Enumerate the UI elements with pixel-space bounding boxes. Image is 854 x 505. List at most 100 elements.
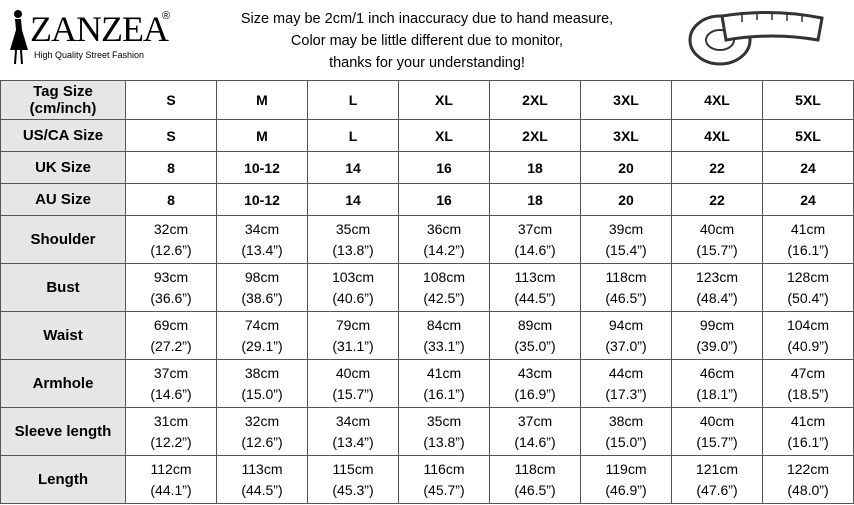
cm-value: 43cm xyxy=(517,364,553,381)
row-label: UK Size xyxy=(0,151,126,184)
measure-cell: 35cm (13.8”) xyxy=(307,215,399,264)
cm-value: 116cm xyxy=(423,460,465,477)
inch-value: (39.0”) xyxy=(696,337,738,354)
measure-cell: 74cm (29.1”) xyxy=(216,311,308,360)
measure-cell: 35cm (13.8”) xyxy=(398,407,490,456)
cm-value: 34cm xyxy=(335,412,371,429)
cm-value: 122cm xyxy=(786,460,830,477)
inch-value: (15.4”) xyxy=(605,241,647,258)
measure-cell: 84cm (33.1”) xyxy=(398,311,490,360)
inch-value: (13.8”) xyxy=(332,241,374,258)
cm-value: 98cm xyxy=(244,268,280,285)
inch-value: (16.1”) xyxy=(787,241,829,258)
size-cell: 4XL xyxy=(671,80,763,120)
size-row: Tag Size (cm/inch) S M L XL 2XL 3XL 4XL 5XL xyxy=(0,80,854,120)
cm-value: 121cm xyxy=(695,460,739,477)
inch-value: (16.1”) xyxy=(787,433,829,450)
measure-cell: 113cm (44.5”) xyxy=(216,455,308,504)
size-cell: 22 xyxy=(671,183,763,216)
inch-value: (14.6”) xyxy=(150,385,192,402)
inch-value: (31.1”) xyxy=(332,337,374,354)
inch-value: (48.0”) xyxy=(787,481,829,498)
measure-row: Length 112cm (44.1”) 113cm (44.5”) 115cm (45.3… xyxy=(0,455,854,504)
size-cell: 10-12 xyxy=(216,183,308,216)
measure-cell: 37cm (14.6”) xyxy=(489,215,581,264)
measure-cell: 31cm (12.2”) xyxy=(125,407,217,456)
measure-cell: 34cm (13.4”) xyxy=(216,215,308,264)
cm-value: 31cm xyxy=(153,412,189,429)
inch-value: (42.5”) xyxy=(423,289,465,306)
size-cell: 18 xyxy=(489,151,581,184)
size-table: Tag Size (cm/inch) S M L XL 2XL 3XL 4XL 5XL US/CA… xyxy=(0,80,854,504)
measure-cell: 44cm (17.3”) xyxy=(580,359,672,408)
size-cell: 18 xyxy=(489,183,581,216)
cm-value: 123cm xyxy=(695,268,739,285)
cm-value: 115cm xyxy=(332,460,374,477)
measure-cell: 123cm (48.4”) xyxy=(671,263,763,312)
cm-value: 93cm xyxy=(153,268,189,285)
size-cell: XL xyxy=(398,119,490,152)
size-cell: S xyxy=(125,119,217,152)
row-label: Armhole xyxy=(0,359,126,408)
measure-cell: 38cm (15.0”) xyxy=(216,359,308,408)
cm-value: 44cm xyxy=(608,364,644,381)
cm-value: 112cm xyxy=(150,460,192,477)
measure-cell: 113cm (44.5”) xyxy=(489,263,581,312)
inch-value: (47.6”) xyxy=(696,481,738,498)
measure-cell: 32cm (12.6”) xyxy=(125,215,217,264)
size-cell: 3XL xyxy=(580,80,672,120)
size-row: AU Size 8 10-12 14 16 18 20 22 24 xyxy=(0,183,854,216)
cm-value: 118cm xyxy=(605,268,647,285)
cm-value: 40cm xyxy=(699,412,735,429)
inch-value: (40.6”) xyxy=(332,289,374,306)
cm-value: 47cm xyxy=(790,364,826,381)
cm-value: 38cm xyxy=(244,364,280,381)
measure-cell: 41cm (16.1”) xyxy=(398,359,490,408)
cm-value: 118cm xyxy=(514,460,556,477)
measure-cell: 112cm (44.1”) xyxy=(125,455,217,504)
measure-row: Shoulder 32cm (12.6”) 34cm (13.4”) 35cm (13.8”… xyxy=(0,215,854,264)
inch-value: (35.0”) xyxy=(514,337,556,354)
measure-cell: 119cm (46.9”) xyxy=(580,455,672,504)
measure-cell: 37cm (14.6”) xyxy=(489,407,581,456)
size-cell: 4XL xyxy=(671,119,763,152)
inch-value: (37.0”) xyxy=(605,337,647,354)
inch-value: (46.5”) xyxy=(605,289,647,306)
size-cell: 16 xyxy=(398,183,490,216)
cm-value: 34cm xyxy=(244,220,280,237)
size-cell: 8 xyxy=(125,183,217,216)
inch-value: (17.3”) xyxy=(605,385,647,402)
size-cell: 10-12 xyxy=(216,151,308,184)
inch-value: (15.0”) xyxy=(241,385,283,402)
measure-cell: 94cm (37.0”) xyxy=(580,311,672,360)
measure-cell: 69cm (27.2”) xyxy=(125,311,217,360)
cm-value: 37cm xyxy=(517,412,553,429)
inch-value: (16.1”) xyxy=(423,385,465,402)
cm-value: 37cm xyxy=(153,364,189,381)
inch-value: (12.6”) xyxy=(150,241,192,258)
inch-value: (15.7”) xyxy=(332,385,374,402)
measure-cell: 40cm (15.7”) xyxy=(671,407,763,456)
size-cell: 22 xyxy=(671,151,763,184)
inch-value: (27.2”) xyxy=(150,337,192,354)
row-label: Tag Size (cm/inch) xyxy=(0,80,126,120)
inch-value: (18.1”) xyxy=(696,385,738,402)
measure-cell: 41cm (16.1”) xyxy=(762,215,854,264)
cm-value: 35cm xyxy=(335,220,371,237)
measure-cell: 121cm (47.6”) xyxy=(671,455,763,504)
inch-value: (12.2”) xyxy=(150,433,192,450)
inch-value: (50.4”) xyxy=(787,289,829,306)
measure-cell: 36cm (14.2”) xyxy=(398,215,490,264)
cm-value: 79cm xyxy=(335,316,371,333)
measure-cell: 104cm (40.9”) xyxy=(762,311,854,360)
cm-value: 40cm xyxy=(335,364,371,381)
inch-value: (46.9”) xyxy=(605,481,647,498)
brand-name: ZANZEA xyxy=(30,9,169,49)
measure-cell: 103cm (40.6”) xyxy=(307,263,399,312)
measure-row: Waist 69cm (27.2”) 74cm (29.1”) 79cm (31.1”) 84… xyxy=(0,311,854,360)
size-cell: 8 xyxy=(125,151,217,184)
measure-cell: 40cm (15.7”) xyxy=(307,359,399,408)
measure-cell: 116cm (45.7”) xyxy=(398,455,490,504)
inch-value: (40.9”) xyxy=(787,337,829,354)
row-label: Sleeve length xyxy=(0,407,126,456)
